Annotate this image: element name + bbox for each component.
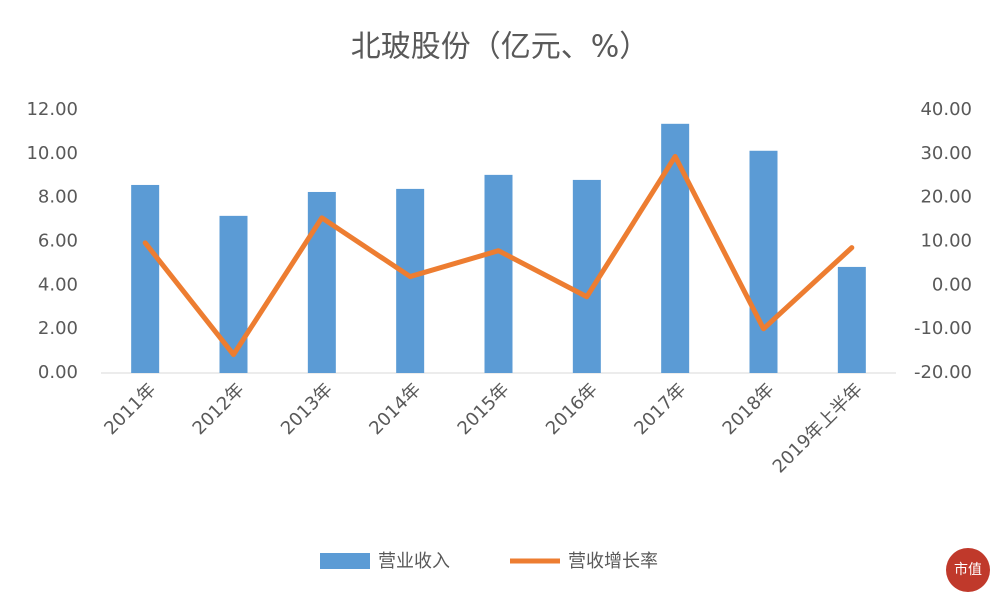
- y2-tick-label: 0.00: [932, 274, 972, 295]
- y2-tick-label: -20.00: [914, 362, 972, 383]
- y-tick-label: 0.00: [38, 362, 78, 383]
- logo-text: 市值: [954, 561, 982, 578]
- y2-tick-label: 40.00: [920, 99, 972, 120]
- bar: [749, 150, 778, 373]
- y-tick-label: 8.00: [38, 187, 78, 208]
- y-tick-label: 12.00: [26, 99, 78, 120]
- bar: [131, 184, 160, 373]
- line: [142, 153, 855, 358]
- y2-tick-label: 30.00: [920, 143, 972, 164]
- bar: [572, 179, 601, 373]
- y2-tick-label: 20.00: [920, 187, 972, 208]
- y-tick-label: 4.00: [38, 274, 78, 295]
- bar: [837, 266, 866, 373]
- legend-label: 营收增长率: [568, 551, 658, 572]
- logo-badge: [946, 548, 990, 592]
- legend-swatch: [320, 553, 370, 569]
- y-tick-label: 10.00: [26, 143, 78, 164]
- bar: [219, 215, 248, 373]
- legend-label: 营业收入: [378, 551, 450, 572]
- y2-tick-label: 10.00: [920, 231, 972, 252]
- y-tick-label: 6.00: [38, 231, 78, 252]
- logo: 市值: [946, 548, 990, 592]
- bar: [396, 188, 425, 373]
- y-tick-label: 2.00: [38, 318, 78, 339]
- bar: [661, 123, 690, 374]
- y2-tick-label: -10.00: [914, 318, 972, 339]
- chart-title: 北玻股份（亿元、%）: [351, 30, 650, 65]
- bar: [484, 174, 513, 373]
